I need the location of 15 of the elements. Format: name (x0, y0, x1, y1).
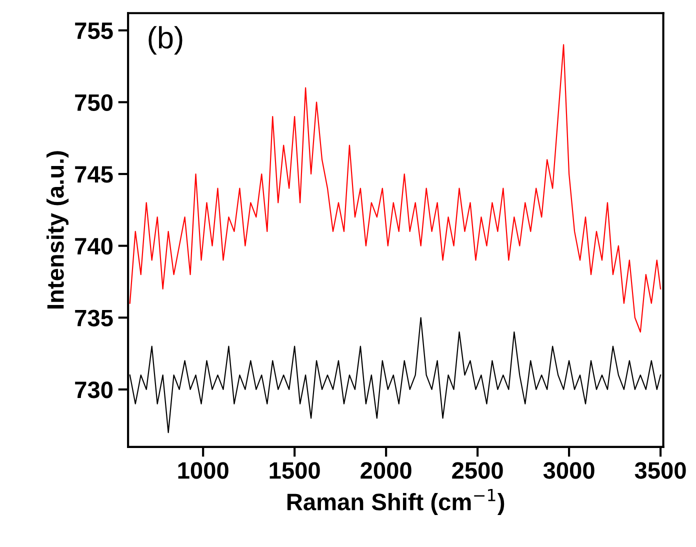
annotation: (b) (148, 26, 182, 55)
x-tick-label: 2000 (360, 462, 412, 479)
y-tick-label: 735 (75, 310, 113, 326)
y-tick-label: 740 (75, 238, 113, 255)
x-tick-label: 1000 (178, 462, 228, 479)
y-tick-label: 755 (75, 22, 113, 40)
x-axis-title: Raman Shift (cm$^{−1}$) (287, 489, 504, 516)
y-tick-label: 730 (75, 382, 113, 398)
x-tick-label: 2500 (452, 462, 503, 479)
y-axis-title: Intensity (a.u.) (46, 151, 69, 308)
y-tick-label: 745 (75, 166, 113, 183)
x-tick-label: 3500 (634, 462, 686, 479)
x-tick-label: 3000 (543, 462, 594, 479)
y-tick-label: 750 (75, 94, 113, 111)
x-tick-label: 1500 (270, 462, 320, 479)
